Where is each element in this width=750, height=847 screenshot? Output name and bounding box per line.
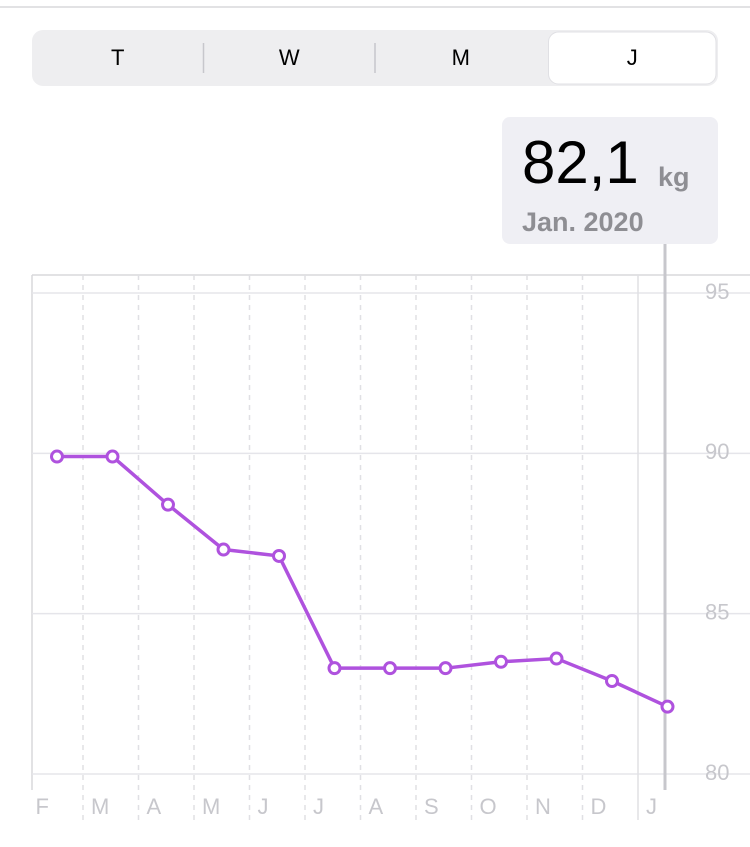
segment-label[interactable]: W: [279, 45, 300, 70]
data-point: [272, 548, 286, 563]
segment-label[interactable]: T: [111, 45, 124, 70]
x-tick-label: M: [202, 794, 220, 819]
x-tick-label: O: [480, 794, 497, 819]
weight-line: [57, 454, 669, 709]
x-tick-label: J: [258, 794, 269, 819]
x-tick-label: D: [591, 794, 607, 819]
data-point: [216, 542, 231, 557]
data-point: [50, 449, 64, 464]
segment-label[interactable]: M: [452, 45, 470, 70]
y-tick-label: 80: [705, 760, 729, 785]
callout-box: [502, 117, 718, 244]
data-point: [660, 699, 675, 714]
data-point: [383, 661, 397, 676]
x-tick-label: J: [646, 794, 657, 819]
callout-value: 82,1: [522, 129, 639, 196]
x-tick-label: F: [36, 794, 49, 819]
data-point: [605, 674, 619, 689]
data-point: [161, 497, 175, 512]
data-point: [105, 449, 120, 464]
data-point: [494, 654, 508, 669]
y-tick-label: 85: [705, 599, 729, 624]
y-tick-label: 95: [705, 279, 729, 304]
x-tick-label: J: [313, 794, 324, 819]
y-tick-label: 90: [705, 439, 729, 464]
x-tick-label: A: [369, 794, 384, 819]
segment-selected[interactable]: [548, 31, 717, 85]
segment-label[interactable]: J: [627, 45, 638, 70]
data-point: [438, 661, 453, 676]
x-tick-label: M: [91, 794, 109, 819]
data-point: [549, 651, 564, 666]
x-tick-label: S: [424, 794, 439, 819]
callout-date: Jan. 2020: [522, 207, 644, 237]
callout-unit: kg: [658, 162, 690, 192]
x-tick-label: A: [147, 794, 162, 819]
data-point: [327, 661, 342, 676]
x-tick-label: N: [535, 794, 551, 819]
